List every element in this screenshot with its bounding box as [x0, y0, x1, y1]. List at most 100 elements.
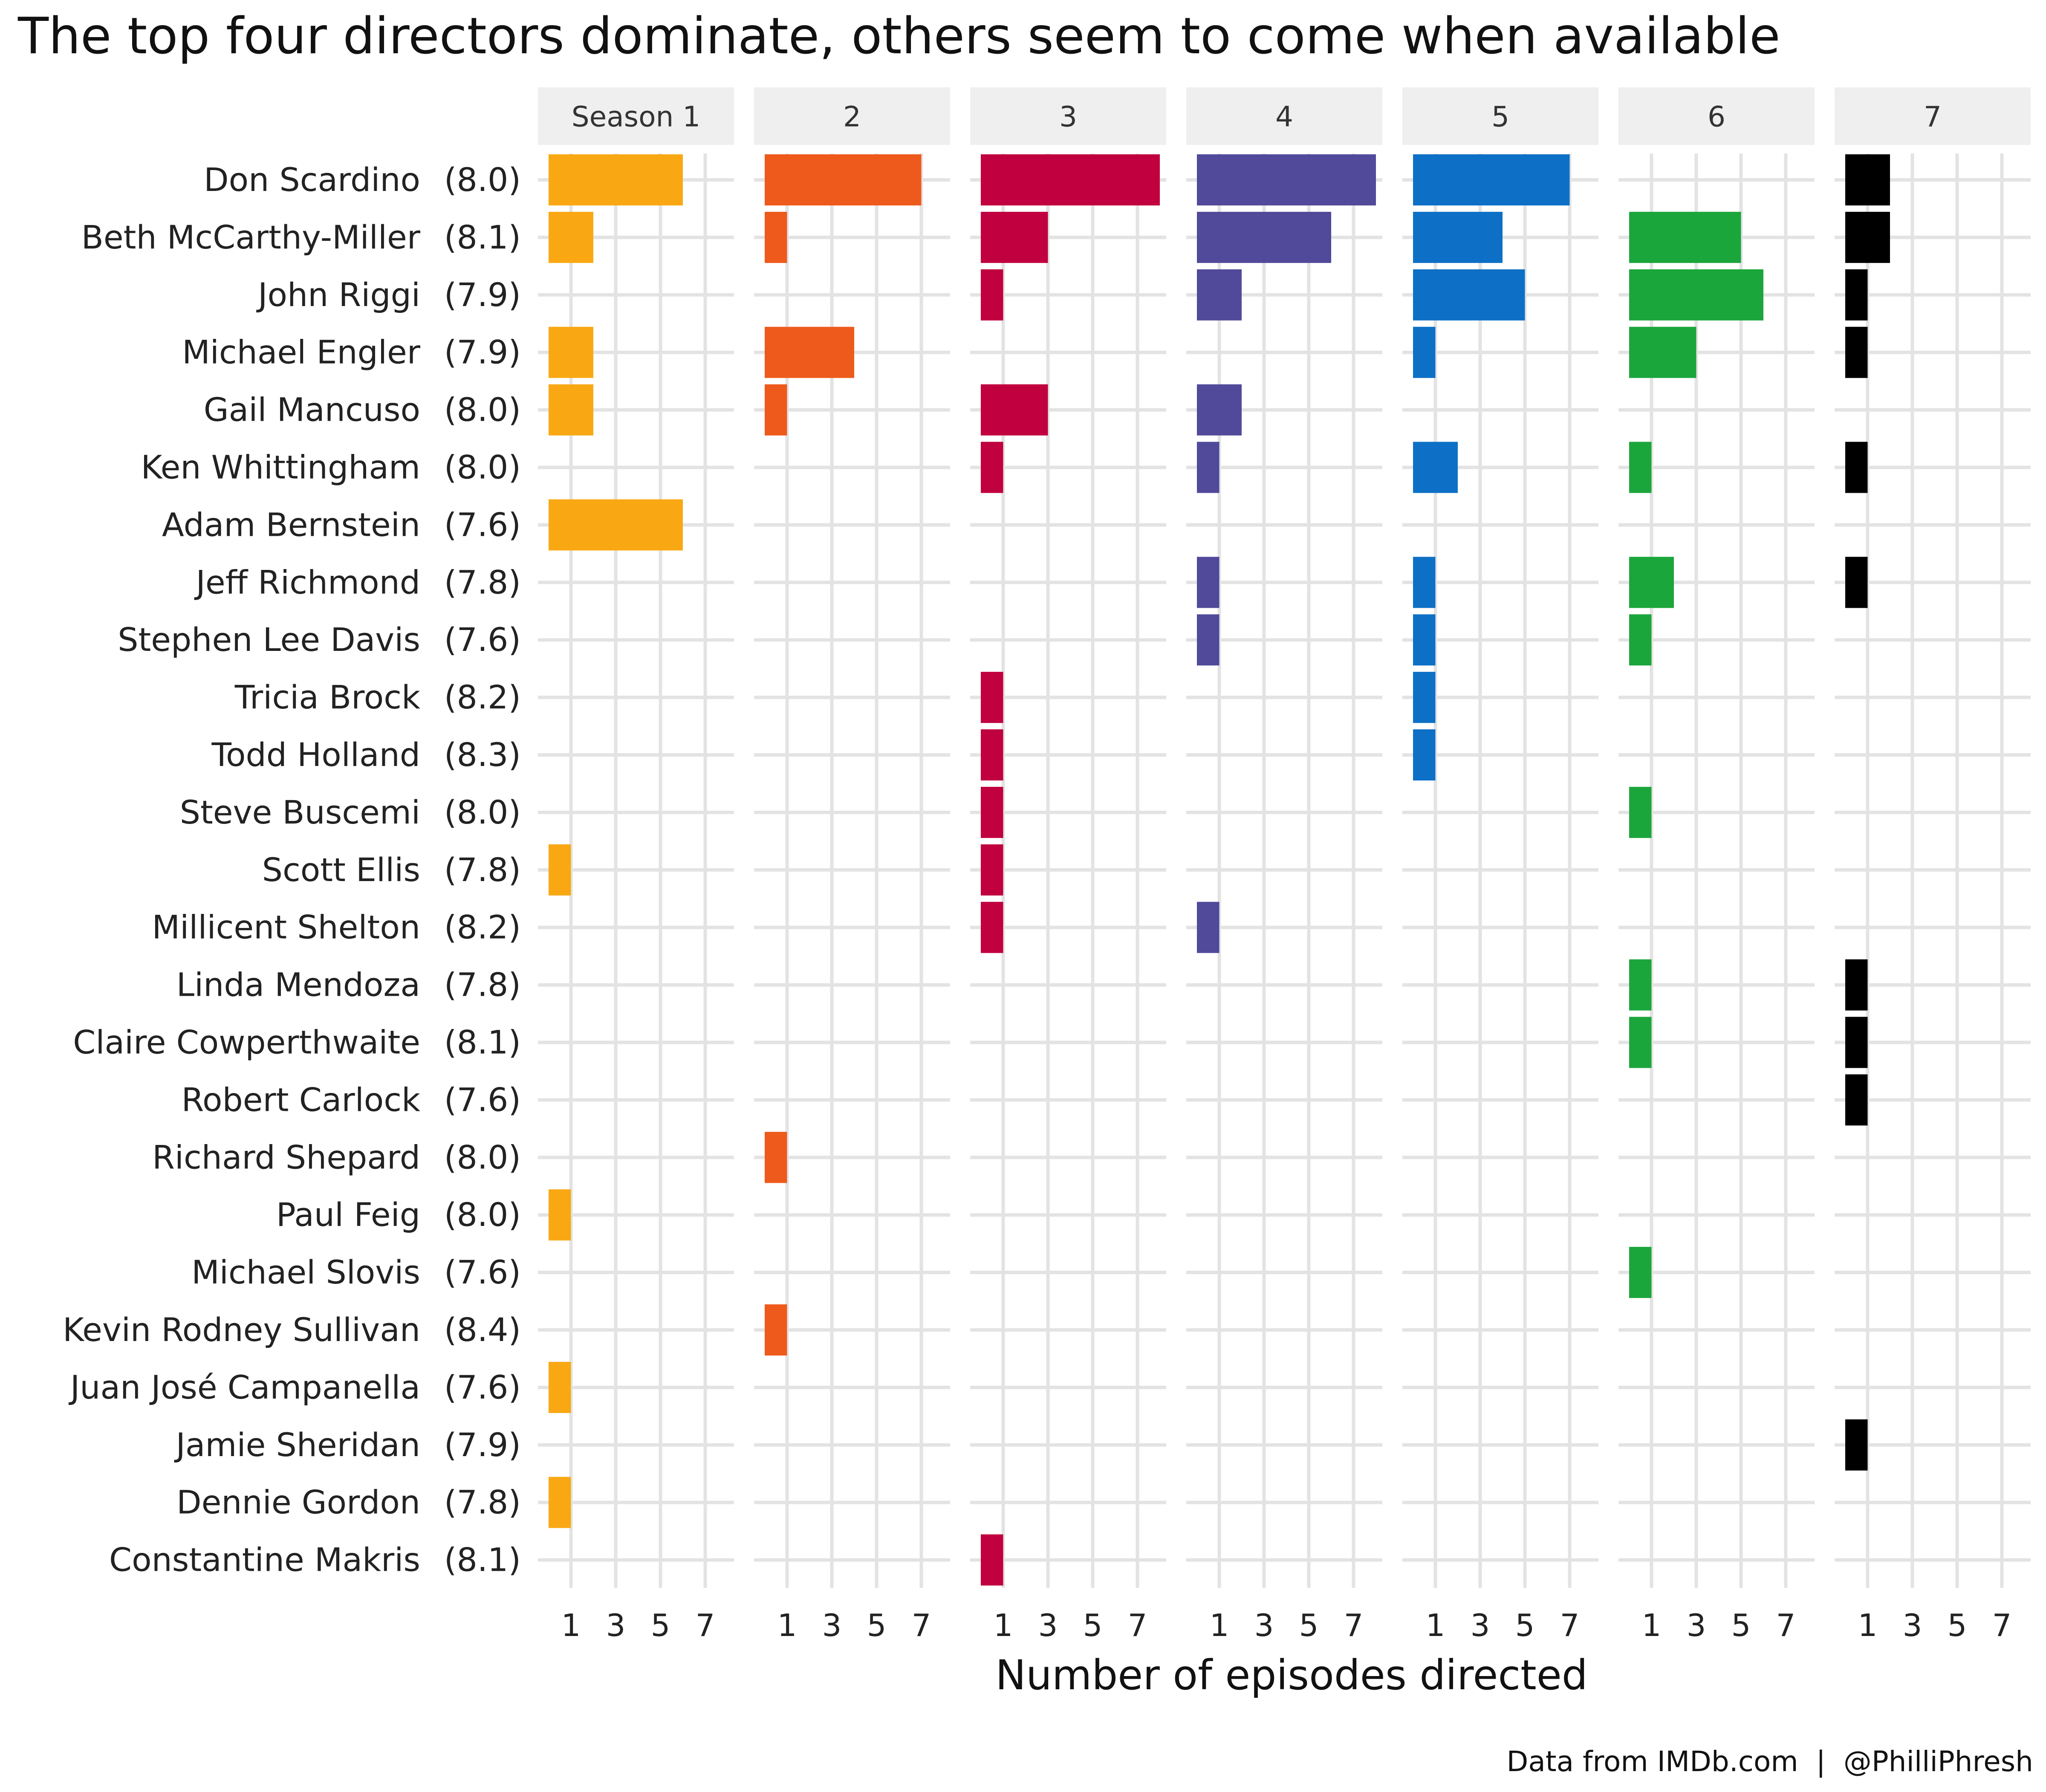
x-tick-label: 3	[822, 1607, 842, 1643]
director-name: Linda Mendoza	[176, 966, 420, 1004]
x-tick-label: 7	[912, 1607, 931, 1643]
bar	[1413, 614, 1436, 666]
bar	[765, 1132, 787, 1183]
director-rating: (7.6)	[444, 1368, 521, 1406]
director-rating: (7.6)	[444, 1081, 521, 1119]
director-labels: Don Scardino (8.0) Beth McCarthy-Miller (8.…	[63, 161, 521, 1579]
director-name: Michael Slovis	[191, 1253, 420, 1291]
facet-strip	[1835, 87, 2031, 145]
bar	[765, 211, 787, 263]
bar	[981, 1534, 1003, 1586]
bar	[981, 672, 1003, 723]
bar	[549, 327, 593, 378]
facet-strip	[970, 87, 1166, 145]
facet-strip-label: 3	[1059, 101, 1077, 133]
director-rating: (7.8)	[444, 851, 521, 889]
facet-strip	[538, 87, 734, 145]
facet-strip-label: 5	[1491, 101, 1509, 133]
bar	[1413, 442, 1458, 493]
director-rating: (8.1)	[444, 1541, 521, 1579]
director-rating: (7.9)	[444, 1426, 521, 1464]
bar	[981, 786, 1003, 838]
director-rating: (7.6)	[444, 621, 521, 659]
bar	[981, 154, 1160, 205]
bar	[1413, 269, 1525, 321]
bar	[1845, 211, 1890, 263]
bar	[1197, 384, 1242, 436]
facet-strip-label: 2	[843, 101, 861, 133]
director-rating: (8.0)	[444, 448, 521, 486]
bar	[1413, 557, 1436, 608]
x-tick-label: 3	[1687, 1607, 1706, 1643]
bar	[1629, 442, 1652, 493]
director-name: Constantine Makris	[109, 1541, 420, 1579]
bar	[981, 269, 1003, 321]
director-rating: (8.2)	[444, 678, 521, 716]
facet-strip-label: 7	[1924, 101, 1942, 133]
director-name: Robert Carlock	[182, 1081, 420, 1119]
director-rating: (8.0)	[444, 1196, 521, 1234]
director-rating: (8.1)	[444, 1023, 521, 1061]
x-tick-label: 1	[1426, 1607, 1445, 1643]
director-name: Don Scardino	[204, 161, 420, 199]
x-tick-label: 5	[1731, 1607, 1751, 1643]
facet-strip	[1618, 87, 1815, 145]
bar	[1413, 211, 1503, 263]
x-tick-label: 7	[1128, 1607, 1147, 1643]
director-name: Beth McCarthy-Miller	[81, 218, 421, 256]
x-tick-label: 5	[1083, 1607, 1103, 1643]
director-name: Ken Whittingham	[141, 448, 420, 486]
director-rating: (8.0)	[444, 1138, 521, 1176]
bar	[1845, 154, 1890, 205]
bar	[1845, 557, 1868, 608]
director-rating: (7.9)	[444, 333, 521, 371]
x-tick-label: 3	[1254, 1607, 1274, 1643]
director-rating: (7.6)	[444, 506, 521, 543]
x-tick-label: 1	[1858, 1607, 1878, 1643]
bar	[1629, 959, 1652, 1011]
bar	[981, 384, 1048, 436]
director-rating: (8.0)	[444, 161, 521, 199]
bar	[1197, 269, 1242, 321]
director-name: Scott Ellis	[262, 851, 420, 889]
bar	[1845, 959, 1868, 1011]
x-tick-label: 1	[1642, 1607, 1662, 1643]
x-tick-label: 7	[696, 1607, 715, 1643]
bar	[1845, 327, 1868, 378]
director-name: Gail Mancuso	[204, 391, 420, 429]
director-rating: (8.0)	[444, 793, 521, 831]
bar	[1413, 154, 1570, 205]
x-tick-label: 3	[1903, 1607, 1922, 1643]
director-rating: (7.8)	[444, 966, 521, 1004]
bar	[549, 384, 593, 436]
facet-strip-label: Season 1	[572, 101, 701, 133]
bar	[1197, 902, 1220, 953]
director-name: Millicent Shelton	[152, 908, 420, 946]
bar	[1845, 269, 1868, 321]
x-tick-label: 5	[1299, 1607, 1319, 1643]
director-rating: (8.2)	[444, 908, 521, 946]
bar	[765, 327, 854, 378]
facet-strip	[754, 87, 950, 145]
bar	[1629, 557, 1674, 608]
director-rating: (8.0)	[444, 391, 521, 429]
bar	[1629, 1017, 1652, 1068]
bar	[549, 211, 593, 263]
bar	[981, 902, 1003, 953]
director-name: Paul Feig	[276, 1196, 420, 1234]
director-name: Juan José Campanella	[69, 1368, 420, 1406]
facet-strip	[1186, 87, 1382, 145]
director-rating: (7.8)	[444, 563, 521, 601]
x-tick-label: 1	[1210, 1607, 1229, 1643]
x-tick-label: 5	[1515, 1607, 1535, 1643]
bar	[1629, 1247, 1652, 1298]
bar	[1197, 557, 1220, 608]
bar	[1413, 672, 1436, 723]
x-tick-label: 7	[1776, 1607, 1796, 1643]
bar	[549, 1361, 571, 1413]
bar	[1845, 442, 1868, 493]
x-tick-label: 7	[1560, 1607, 1580, 1643]
director-rating: (7.9)	[444, 276, 521, 314]
